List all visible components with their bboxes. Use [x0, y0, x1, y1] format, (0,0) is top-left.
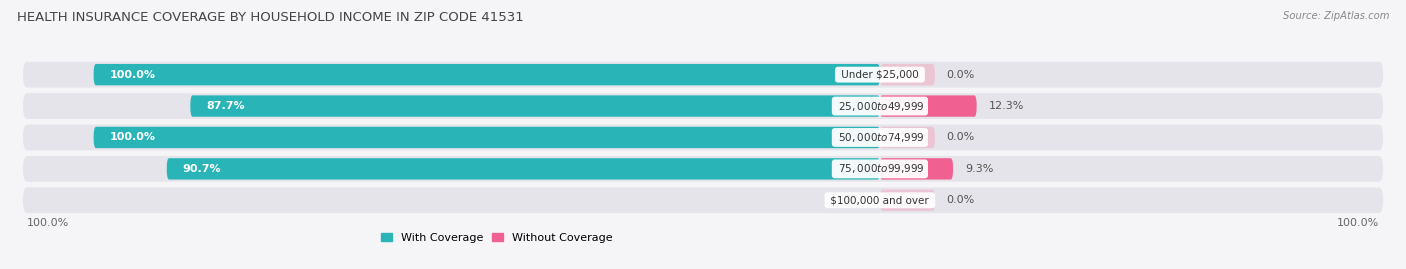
FancyBboxPatch shape: [167, 158, 880, 179]
Legend: With Coverage, Without Coverage: With Coverage, Without Coverage: [377, 228, 617, 247]
Text: Under $25,000: Under $25,000: [838, 70, 922, 80]
Text: 100.0%: 100.0%: [1337, 218, 1379, 228]
FancyBboxPatch shape: [880, 127, 935, 148]
FancyBboxPatch shape: [22, 125, 1384, 150]
Text: $100,000 and over: $100,000 and over: [827, 195, 932, 205]
Text: 9.3%: 9.3%: [965, 164, 993, 174]
Text: 0.0%: 0.0%: [946, 195, 974, 205]
FancyBboxPatch shape: [22, 93, 1384, 119]
Text: 0.0%: 0.0%: [946, 70, 974, 80]
Text: 100.0%: 100.0%: [110, 70, 155, 80]
Text: $50,000 to $74,999: $50,000 to $74,999: [835, 131, 925, 144]
Text: 12.3%: 12.3%: [988, 101, 1024, 111]
FancyBboxPatch shape: [880, 158, 953, 179]
FancyBboxPatch shape: [22, 156, 1384, 182]
FancyBboxPatch shape: [22, 62, 1384, 87]
Text: 87.7%: 87.7%: [207, 101, 245, 111]
FancyBboxPatch shape: [94, 64, 880, 85]
Text: 0.0%: 0.0%: [946, 132, 974, 143]
Text: HEALTH INSURANCE COVERAGE BY HOUSEHOLD INCOME IN ZIP CODE 41531: HEALTH INSURANCE COVERAGE BY HOUSEHOLD I…: [17, 11, 523, 24]
Text: Source: ZipAtlas.com: Source: ZipAtlas.com: [1282, 11, 1389, 21]
Text: 0.0%: 0.0%: [837, 195, 865, 205]
Text: 90.7%: 90.7%: [183, 164, 221, 174]
Text: 100.0%: 100.0%: [110, 132, 155, 143]
FancyBboxPatch shape: [190, 95, 880, 117]
FancyBboxPatch shape: [880, 95, 977, 117]
FancyBboxPatch shape: [22, 187, 1384, 213]
FancyBboxPatch shape: [880, 190, 935, 211]
FancyBboxPatch shape: [94, 127, 880, 148]
Text: $25,000 to $49,999: $25,000 to $49,999: [835, 100, 925, 112]
Text: 100.0%: 100.0%: [27, 218, 69, 228]
Text: $75,000 to $99,999: $75,000 to $99,999: [835, 162, 925, 175]
FancyBboxPatch shape: [880, 64, 935, 85]
